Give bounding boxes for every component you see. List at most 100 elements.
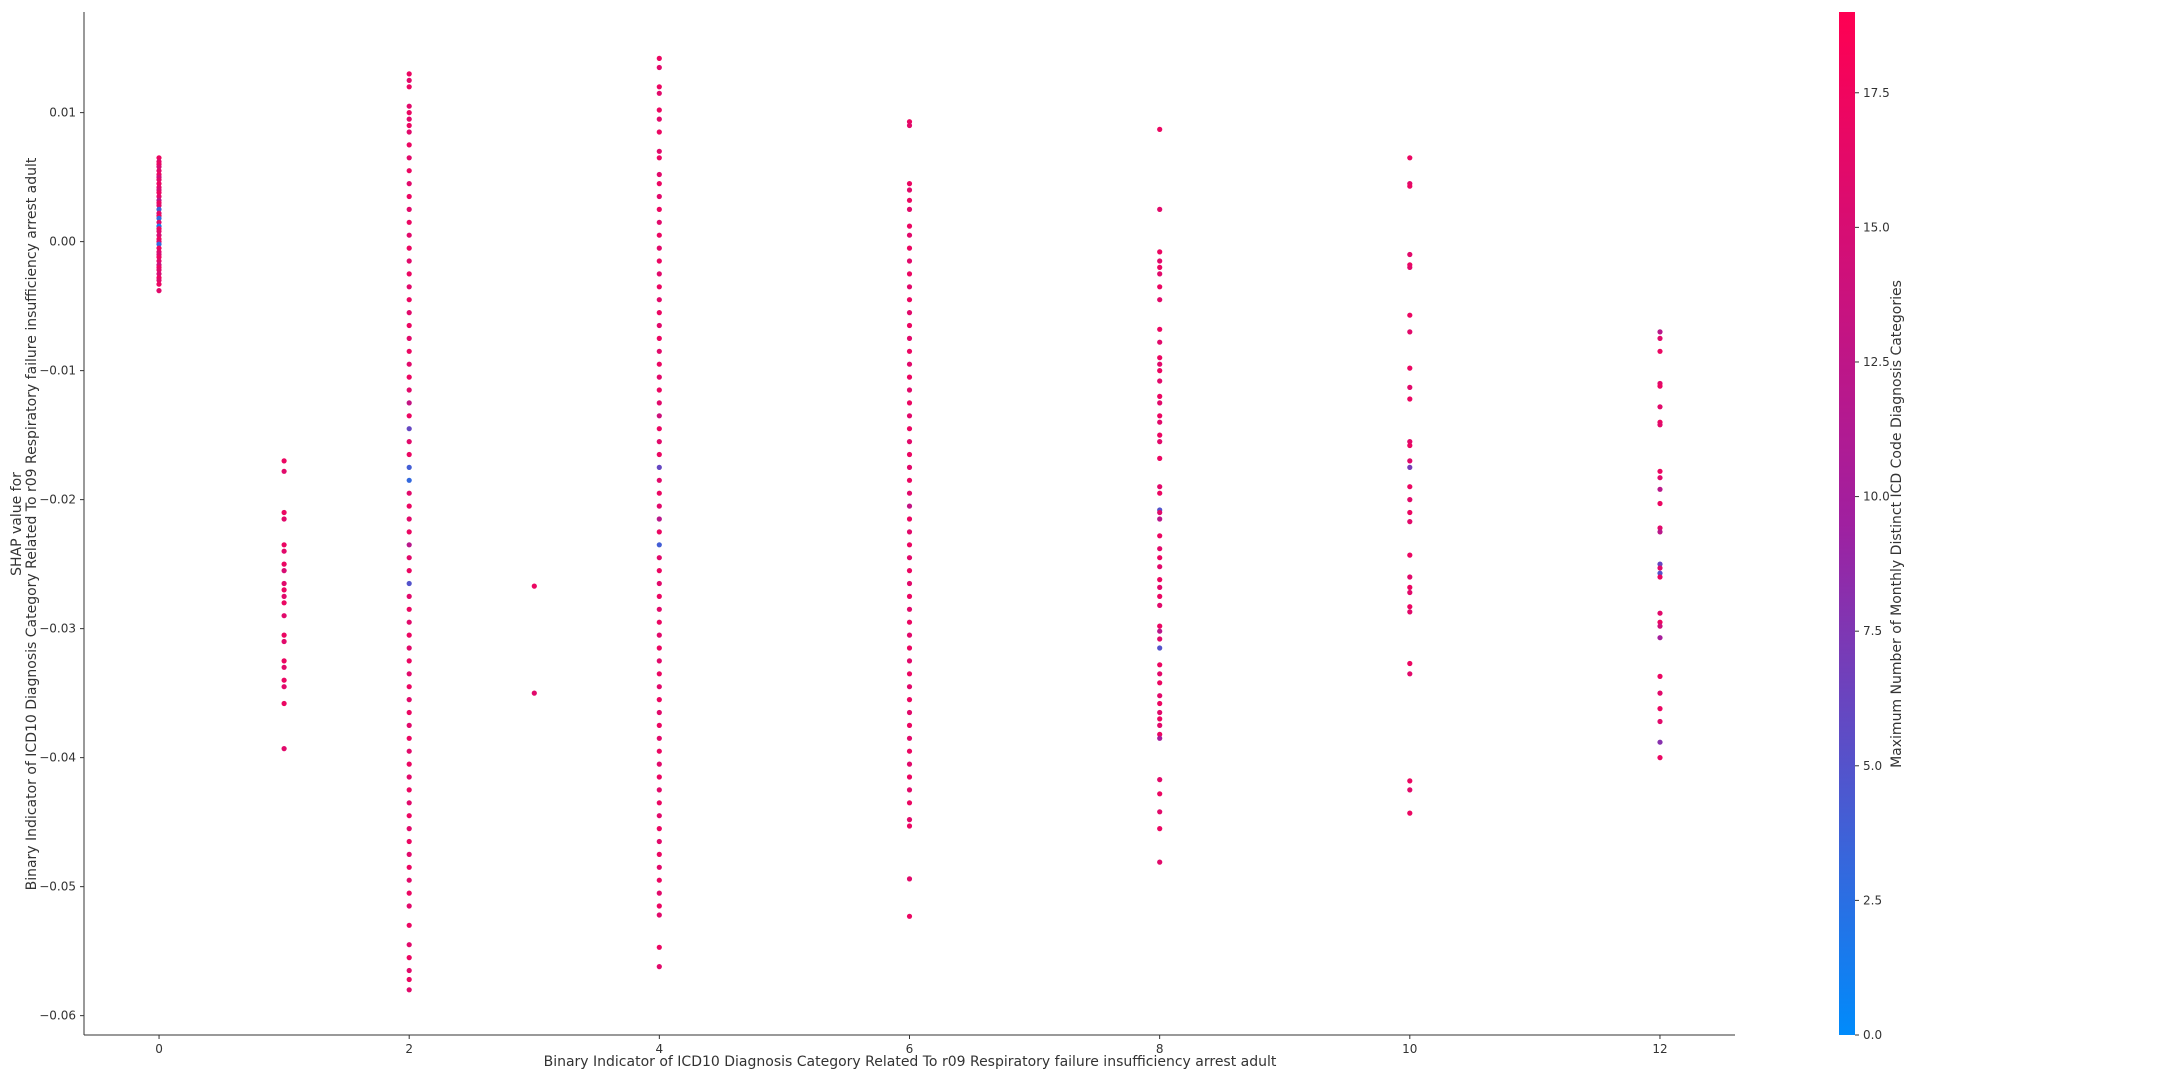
x-tick-label: 6	[906, 1042, 914, 1056]
data-point	[656, 206, 662, 212]
data-point	[906, 464, 913, 470]
data-point	[406, 645, 412, 651]
data-point	[906, 387, 913, 393]
data-point	[1657, 329, 1663, 335]
data-point	[1157, 264, 1163, 270]
data-point	[406, 942, 412, 948]
data-point	[406, 271, 412, 277]
data-point	[1657, 525, 1663, 531]
data-point	[406, 103, 412, 109]
data-point	[906, 722, 913, 729]
data-point	[1157, 432, 1163, 438]
data-point	[906, 310, 913, 316]
data-point	[656, 490, 662, 496]
x-tick-label: 12	[1652, 1042, 1667, 1056]
data-point	[406, 297, 412, 303]
data-point	[1157, 339, 1163, 345]
data-point	[906, 555, 913, 561]
data-point	[1157, 455, 1163, 461]
data-point	[656, 439, 662, 445]
data-point	[656, 903, 662, 909]
scatter-points	[156, 55, 1663, 993]
data-point	[406, 542, 412, 548]
data-point	[1157, 439, 1163, 445]
data-point	[656, 632, 662, 638]
data-point	[656, 193, 662, 200]
data-point	[1407, 312, 1413, 318]
data-point	[656, 529, 662, 535]
data-point	[1407, 365, 1413, 371]
data-point	[406, 877, 412, 883]
data-point	[156, 271, 162, 277]
data-point	[156, 193, 162, 200]
data-point	[281, 509, 287, 516]
data-point	[1407, 660, 1413, 667]
data-point	[156, 219, 162, 225]
data-point	[406, 619, 412, 625]
data-point	[406, 568, 412, 574]
data-point	[656, 84, 662, 90]
data-point	[406, 851, 412, 858]
data-point	[1407, 329, 1413, 335]
data-point	[406, 206, 412, 212]
data-point	[656, 912, 662, 918]
data-point	[906, 400, 913, 406]
data-point	[656, 645, 662, 651]
data-point	[156, 228, 162, 234]
data-point	[1657, 565, 1663, 571]
data-point	[1157, 859, 1163, 865]
data-point	[656, 864, 662, 870]
data-point	[656, 64, 662, 71]
data-point	[656, 735, 662, 741]
data-point	[406, 439, 412, 445]
data-point	[906, 451, 913, 458]
data-point	[1157, 355, 1163, 361]
data-point	[656, 348, 662, 354]
data-point	[406, 838, 412, 845]
data-point	[656, 258, 662, 264]
data-point	[656, 619, 662, 625]
data-point	[406, 84, 412, 90]
data-point	[1657, 404, 1663, 410]
colorbar-ticks: 0.0 2.5 5.0 7.5 10.0 12.5 15.0 17.5	[1855, 86, 1890, 1042]
data-point	[406, 787, 412, 793]
data-point	[1657, 706, 1663, 712]
data-point	[906, 206, 913, 212]
data-point	[406, 387, 412, 393]
data-point	[906, 735, 913, 741]
data-point	[656, 542, 662, 548]
data-point	[656, 761, 662, 767]
data-point	[1157, 490, 1163, 496]
data-point	[281, 468, 287, 474]
data-point	[906, 271, 913, 277]
data-point	[656, 464, 662, 470]
y-tick-label: −0.06	[39, 1009, 76, 1023]
data-point	[1157, 722, 1163, 729]
data-point	[406, 400, 412, 406]
data-point	[906, 335, 913, 341]
data-point	[1157, 628, 1163, 634]
data-point	[406, 193, 412, 200]
data-point	[1657, 739, 1663, 745]
data-point	[1657, 755, 1663, 761]
data-point	[656, 813, 662, 819]
data-point	[156, 267, 162, 273]
data-point	[406, 864, 412, 870]
data-point	[906, 645, 913, 651]
data-point	[281, 548, 287, 554]
data-point	[281, 638, 287, 645]
data-point	[1157, 393, 1163, 399]
data-point	[1657, 486, 1663, 492]
data-point	[1407, 155, 1413, 161]
data-point	[656, 148, 662, 154]
data-point	[281, 746, 287, 752]
data-point	[906, 361, 913, 367]
data-point	[656, 107, 662, 113]
data-point	[906, 223, 913, 229]
data-point	[1407, 384, 1413, 390]
data-point	[906, 619, 913, 625]
data-point	[1657, 574, 1663, 580]
data-point	[906, 197, 913, 203]
data-point	[1407, 810, 1413, 816]
